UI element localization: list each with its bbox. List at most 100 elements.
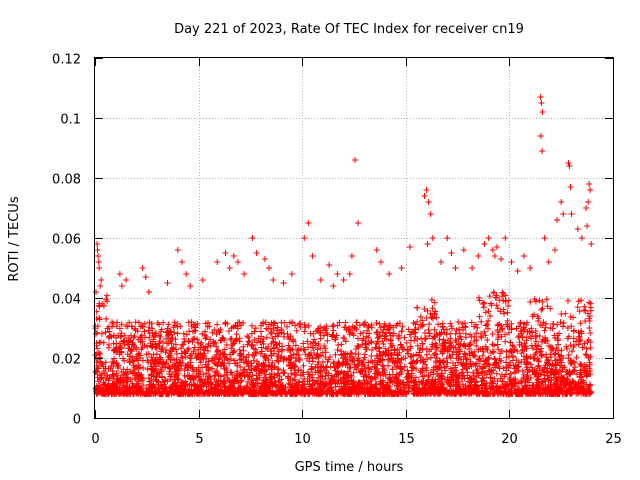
data-point bbox=[434, 366, 441, 373]
data-point bbox=[137, 334, 144, 341]
data-point bbox=[526, 379, 533, 386]
data-point bbox=[355, 363, 362, 370]
data-point bbox=[485, 235, 492, 241]
data-point bbox=[376, 320, 383, 327]
data-point bbox=[427, 211, 434, 217]
data-point bbox=[316, 383, 323, 390]
data-point bbox=[156, 321, 163, 328]
data-point bbox=[420, 377, 427, 384]
data-point bbox=[462, 334, 469, 341]
data-point bbox=[499, 378, 506, 385]
data-point bbox=[526, 386, 533, 393]
data-point bbox=[570, 335, 577, 342]
data-point bbox=[526, 367, 533, 374]
data-point bbox=[480, 348, 487, 355]
data-point bbox=[430, 315, 437, 322]
data-point bbox=[96, 314, 103, 321]
data-point bbox=[182, 350, 189, 357]
data-point bbox=[444, 235, 451, 241]
data-point bbox=[301, 375, 308, 382]
data-point bbox=[170, 389, 177, 396]
data-point bbox=[165, 390, 172, 397]
data-point bbox=[488, 302, 495, 309]
data-point bbox=[198, 386, 205, 393]
data-point bbox=[244, 341, 251, 348]
data-point bbox=[209, 365, 216, 372]
data-point bbox=[486, 383, 493, 390]
data-point bbox=[387, 332, 394, 339]
data-point bbox=[103, 296, 110, 303]
data-point bbox=[144, 343, 151, 350]
data-point bbox=[536, 332, 543, 339]
data-point bbox=[146, 319, 153, 326]
data-point bbox=[584, 339, 591, 346]
data-point bbox=[448, 250, 455, 256]
data-point bbox=[180, 389, 187, 396]
data-point bbox=[203, 370, 210, 377]
data-point bbox=[494, 341, 501, 348]
data-point bbox=[458, 336, 465, 343]
data-point bbox=[427, 354, 434, 361]
data-point bbox=[503, 354, 510, 361]
data-point bbox=[219, 361, 226, 368]
data-point bbox=[270, 319, 277, 326]
data-point bbox=[426, 321, 433, 328]
data-point bbox=[570, 327, 577, 334]
data-point bbox=[288, 370, 295, 377]
y-axis-label: ROTI / TECUs bbox=[7, 196, 22, 281]
data-point bbox=[200, 371, 207, 378]
data-point bbox=[290, 377, 297, 384]
data-point bbox=[291, 372, 298, 379]
data-point bbox=[336, 383, 343, 390]
x-tick-label: 15 bbox=[398, 432, 415, 447]
data-point bbox=[292, 342, 299, 349]
data-point bbox=[482, 332, 489, 339]
data-point bbox=[195, 346, 202, 353]
data-point bbox=[231, 357, 238, 364]
data-point bbox=[95, 259, 102, 265]
data-point bbox=[496, 384, 503, 391]
data-point bbox=[189, 338, 196, 345]
data-point bbox=[302, 351, 309, 358]
data-point bbox=[163, 335, 170, 342]
data-point bbox=[447, 335, 454, 342]
data-point bbox=[379, 351, 386, 358]
data-point bbox=[144, 366, 151, 373]
data-point bbox=[238, 389, 245, 396]
data-point bbox=[508, 385, 515, 392]
data-point bbox=[141, 328, 148, 335]
data-point bbox=[332, 380, 339, 387]
data-point bbox=[181, 349, 188, 356]
data-point bbox=[185, 338, 192, 345]
data-point bbox=[353, 319, 360, 326]
data-point bbox=[446, 390, 453, 397]
data-point bbox=[266, 265, 273, 271]
data-point bbox=[154, 378, 161, 385]
data-point bbox=[239, 371, 246, 378]
data-point bbox=[413, 366, 420, 373]
data-point bbox=[348, 253, 355, 259]
data-point bbox=[421, 385, 428, 392]
data-point bbox=[155, 369, 162, 376]
data-point bbox=[398, 265, 405, 271]
data-point bbox=[410, 365, 417, 372]
data-point bbox=[125, 335, 132, 342]
data-point bbox=[426, 348, 433, 355]
data-point bbox=[278, 376, 285, 383]
data-point bbox=[464, 369, 471, 376]
data-point bbox=[454, 379, 461, 386]
data-point bbox=[346, 271, 353, 277]
data-point bbox=[507, 347, 514, 354]
data-point bbox=[177, 359, 184, 366]
data-point bbox=[368, 352, 375, 359]
data-point bbox=[214, 259, 221, 265]
data-point bbox=[380, 340, 387, 347]
data-point bbox=[187, 283, 194, 289]
data-point bbox=[365, 323, 372, 330]
data-point bbox=[559, 355, 566, 362]
data-point bbox=[429, 341, 436, 348]
data-point bbox=[503, 359, 510, 366]
data-point bbox=[96, 382, 103, 389]
data-point bbox=[271, 350, 278, 357]
data-point bbox=[293, 390, 300, 397]
